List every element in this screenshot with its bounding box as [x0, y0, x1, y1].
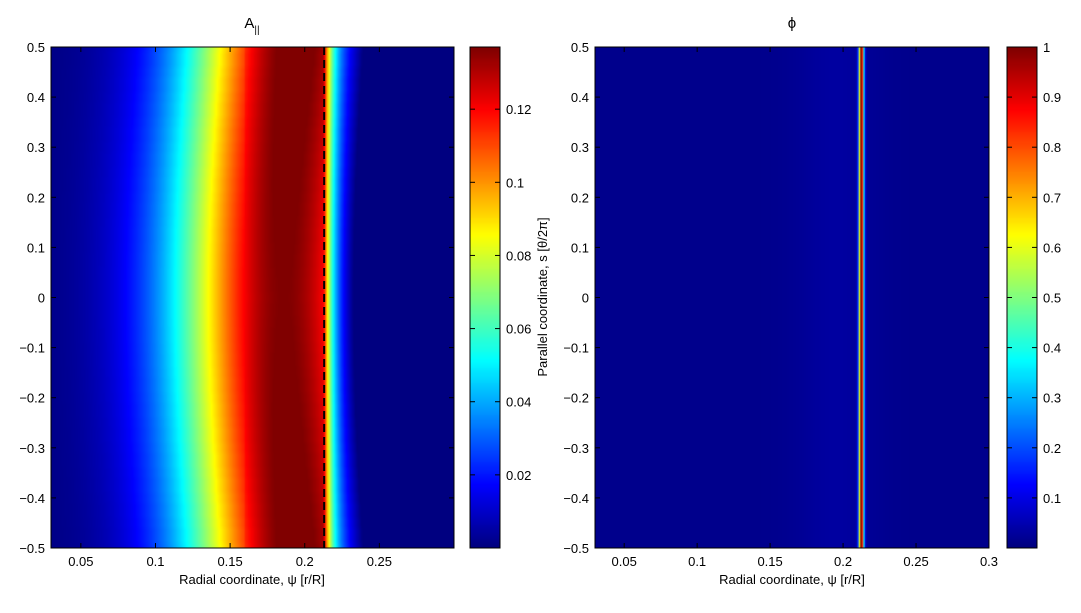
y-tick-label: 0.1 [27, 240, 45, 255]
colorbar-tick-label: 0.8 [1043, 140, 1061, 155]
colorbar-tick-label: 0.06 [506, 322, 531, 337]
y-tick-label: −0.1 [563, 341, 589, 356]
y-tick-label: −0.5 [563, 541, 589, 556]
colorbar-tick-label: 0.7 [1043, 190, 1061, 205]
colorbar-tick-label: 0.6 [1043, 240, 1061, 255]
y-tick-label: 0.1 [571, 240, 589, 255]
panel-a-title: A|| [244, 15, 259, 36]
colorbar-tick-label: 0.4 [1043, 341, 1061, 356]
y-tick-label: 0.5 [27, 40, 45, 55]
colorbar-tick-label: 0.12 [506, 102, 531, 117]
y-tick-label: −0.3 [563, 441, 589, 456]
colorbar-tick-label: 0.1 [1043, 491, 1061, 506]
panel-a-colorbar-frame [469, 46, 501, 549]
panel-a-xlabel: Radial coordinate, ψ [r/R] [179, 572, 325, 587]
panel-phi-y-ticks: −0.5 −0.4 −0.3 −0.2 −0.1 0 0.1 0.2 0.3 0.4 0.5 [563, 40, 989, 556]
x-tick-label: 0.05 [612, 554, 637, 569]
panel-a-parallel: A|| 0.05 0.1 0.15 0.2 0.25 −0.5−0.4−0.3−0.2−… [19, 15, 531, 587]
x-tick-label: 0.05 [68, 554, 93, 569]
panel-phi-title: ϕ [788, 15, 796, 32]
x-tick-label: 0.1 [146, 554, 164, 569]
colorbar-tick-label: 0.02 [506, 468, 531, 483]
y-tick-label: 0 [38, 291, 45, 306]
y-tick-label: −0.3 [19, 441, 45, 456]
y-tick-label: 0.4 [27, 90, 45, 105]
colorbar-tick-label: 0.5 [1043, 291, 1061, 306]
x-tick-label: 0.25 [903, 554, 928, 569]
y-tick-label: 0.3 [27, 140, 45, 155]
panel-phi: ϕ 0.05 0.1 0.15 0.2 0.25 0.3 −0.5 −0.4 −0.3 −0.2… [535, 15, 1061, 587]
panel-phi-heatmap [595, 47, 989, 548]
colorbar-tick-label: 0.04 [506, 395, 531, 410]
y-tick-label: 0 [582, 291, 589, 306]
panel-a-y-ticks: −0.5 −0.4 −0.3 −0.2 −0.1 0 0.1 0.2 0.3 0.4 0.5 [19, 40, 454, 556]
x-tick-label: 0.15 [757, 554, 782, 569]
y-tick-label: 0.4 [571, 90, 589, 105]
panel-phi-colorbar-ticks: 0.1 0.2 0.3 0.4 0.5 0.6 0.7 0.8 0.9 1 [1007, 40, 1061, 506]
colorbar-tick-label: 0.2 [1043, 441, 1061, 456]
x-tick-label: 0.1 [688, 554, 706, 569]
y-tick-label: 0.3 [571, 140, 589, 155]
colorbar-tick-label: 0.1 [506, 175, 524, 190]
panel-a-colorbar [470, 47, 500, 548]
x-tick-label: 0.15 [217, 554, 242, 569]
panel-phi-ylabel: Parallel coordinate, s [θ/2π] [535, 217, 550, 376]
y-tick-label: 0.5 [571, 40, 589, 55]
y-tick-label: −0.2 [563, 391, 589, 406]
panel-phi-xlabel: Radial coordinate, ψ [r/R] [719, 572, 865, 587]
x-tick-label: 0.3 [980, 554, 998, 569]
panel-a-heatmap [51, 47, 454, 548]
panel-a-colorbar-ticks: 0.02 0.04 0.06 0.08 0.1 0.12 [470, 102, 531, 483]
colorbar-tick-label: 0.3 [1043, 391, 1061, 406]
colorbar-tick-label: 0.9 [1043, 90, 1061, 105]
x-tick-label: 0.2 [296, 554, 314, 569]
y-tick-label: −0.5 [19, 541, 45, 556]
panel-phi-x-ticks: 0.05 0.1 0.15 0.2 0.25 0.3 [612, 47, 998, 569]
colorbar-tick-label: 1 [1043, 40, 1050, 55]
y-tick-label: −0.2 [19, 391, 45, 406]
y-tick-label: −0.4 [19, 491, 45, 506]
x-tick-label: 0.25 [367, 554, 392, 569]
x-tick-label: 0.2 [834, 554, 852, 569]
colorbar-tick-label: 0.08 [506, 248, 531, 263]
y-tick-label: 0.2 [27, 190, 45, 205]
y-tick-label: −0.1 [19, 341, 45, 356]
y-tick-label: −0.4 [563, 491, 589, 506]
y-tick-label: 0.2 [571, 190, 589, 205]
panel-a-x-ticks: 0.05 0.1 0.15 0.2 0.25 [68, 47, 392, 569]
